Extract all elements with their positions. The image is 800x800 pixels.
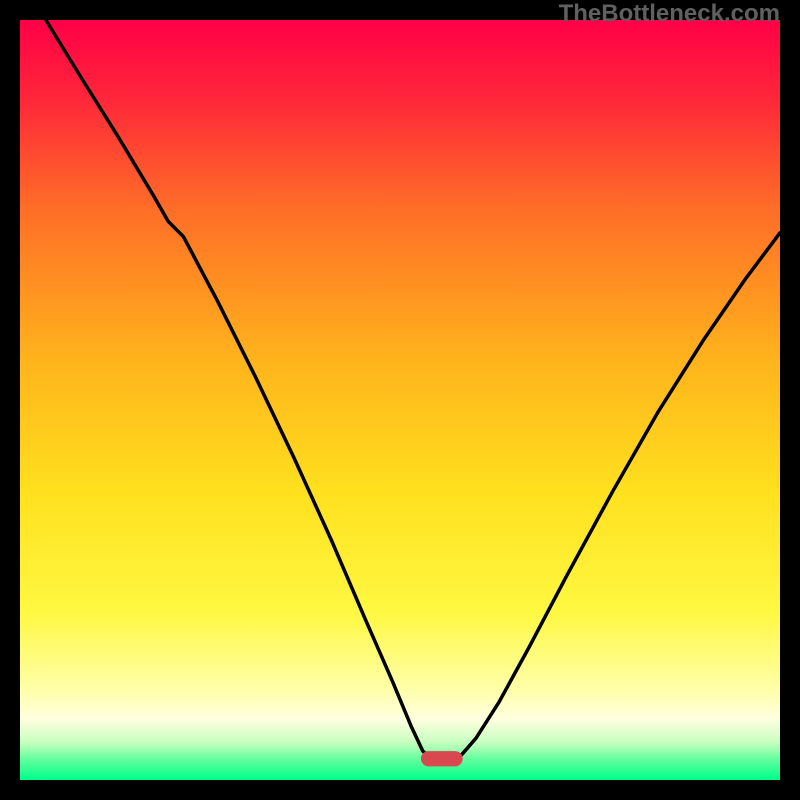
bottom-marker: [421, 751, 463, 766]
chart-frame: TheBottleneck.com: [0, 0, 800, 800]
plot-area: [20, 20, 780, 780]
plot-svg: [20, 20, 780, 780]
watermark-text: TheBottleneck.com: [559, 0, 780, 28]
